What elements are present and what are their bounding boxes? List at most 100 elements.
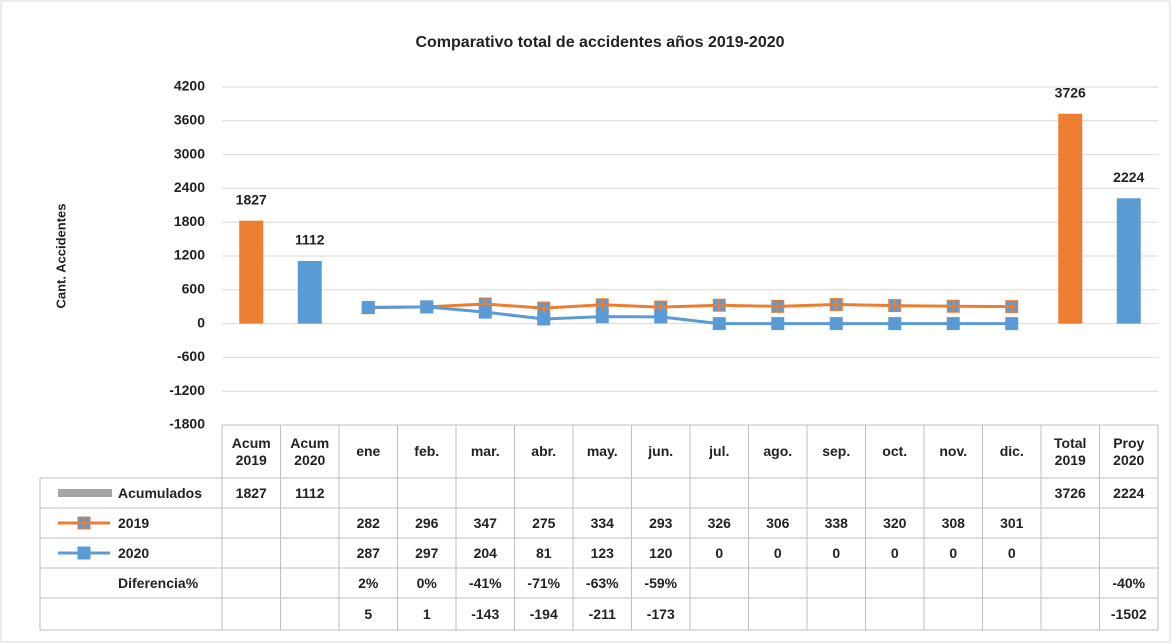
table-value: 326 xyxy=(707,514,731,531)
x-tick-label: ene xyxy=(356,443,381,459)
table-value: 334 xyxy=(590,514,614,531)
legend-key xyxy=(77,516,91,530)
table-value: -40% xyxy=(1112,574,1146,591)
table-value: 1112 xyxy=(294,484,325,501)
table-value: -1502 xyxy=(1110,605,1147,622)
line-marker xyxy=(946,299,960,313)
data-label: 1112 xyxy=(295,232,325,248)
x-tick-label: jul. xyxy=(709,443,730,459)
data-label: 1827 xyxy=(236,191,267,207)
x-tick-label: mar. xyxy=(470,443,500,459)
table-value: 0 xyxy=(832,544,841,561)
table-value: -41% xyxy=(468,574,502,591)
legend-label: 2019 xyxy=(118,514,150,531)
legend-label: Acumulados xyxy=(118,484,203,501)
line-marker xyxy=(1005,300,1019,314)
bar xyxy=(297,260,322,324)
table-value: 81 xyxy=(535,544,552,561)
line-marker xyxy=(888,317,902,331)
line-marker xyxy=(654,310,668,324)
line-marker xyxy=(888,299,902,313)
table-value: -71% xyxy=(527,574,561,591)
series-line xyxy=(368,302,1012,310)
y-tick-label: 3000 xyxy=(174,145,205,161)
table-value: -211 xyxy=(588,605,616,622)
table-value: 120 xyxy=(649,544,673,561)
table-value: 306 xyxy=(766,514,790,531)
y-tick-label: 2400 xyxy=(174,179,205,195)
table-value: 308 xyxy=(941,514,965,531)
x-tick-label: jun. xyxy=(648,443,674,459)
x-tick-label: Acum 2019 xyxy=(231,434,271,468)
table-value: 282 xyxy=(356,514,380,531)
x-tick-label: may. xyxy=(586,443,618,459)
table-value: 0 xyxy=(715,544,724,561)
table-value: 287 xyxy=(356,544,380,561)
y-tick-label: -1200 xyxy=(169,382,205,398)
bar xyxy=(239,220,264,324)
table-value: 293 xyxy=(649,514,673,531)
chart-title: Comparativo total de accidentes años 201… xyxy=(415,34,784,51)
line-marker xyxy=(946,317,960,331)
x-tick-label: oct. xyxy=(882,443,908,459)
table-value: 338 xyxy=(824,514,848,531)
x-tick-label: Total 2019 xyxy=(1054,434,1087,468)
bar xyxy=(1058,113,1083,324)
table-value: 0 xyxy=(1007,544,1016,561)
table-value: 0 xyxy=(890,544,899,561)
y-tick-label: 3600 xyxy=(174,112,205,128)
y-tick-label: 0 xyxy=(197,314,205,330)
table-value: 2224 xyxy=(1113,484,1145,501)
y-tick-label: -1800 xyxy=(169,416,205,432)
y-tick-label: 1200 xyxy=(174,247,205,263)
line-marker xyxy=(537,301,551,315)
line-marker xyxy=(1005,317,1019,331)
x-tick-label: dic. xyxy=(999,443,1024,459)
legend-key xyxy=(58,489,112,497)
table-value: 123 xyxy=(590,544,614,561)
table-value: 0 xyxy=(773,544,782,561)
line-marker xyxy=(537,312,551,326)
x-tick-label: nov. xyxy=(939,443,968,459)
line-marker xyxy=(771,299,785,313)
table-value: -63% xyxy=(585,574,619,591)
y-tick-label: 4200 xyxy=(174,78,205,94)
data-label: 3726 xyxy=(1055,84,1086,100)
x-tick-label: Proy 2020 xyxy=(1113,434,1145,468)
table-value: 0 xyxy=(949,544,958,561)
table-value: 301 xyxy=(1000,514,1024,531)
y-tick-label: 600 xyxy=(182,281,206,297)
table-value: 0% xyxy=(416,574,437,591)
y-axis-title: Cant. Accidentes xyxy=(53,204,68,309)
table-value: -143 xyxy=(471,605,500,622)
table-value: 2% xyxy=(358,574,379,591)
table-value: 275 xyxy=(532,514,556,531)
series-line xyxy=(368,305,1012,326)
table-value: 1 xyxy=(422,605,431,622)
y-tick-label: -600 xyxy=(177,348,205,364)
legend-label: 2020 xyxy=(118,544,150,561)
table-value: 5 xyxy=(364,605,373,622)
table-value: 347 xyxy=(473,514,497,531)
x-tick-label: abr. xyxy=(531,443,557,459)
line-marker xyxy=(712,298,726,312)
table-value: 204 xyxy=(473,544,497,561)
x-tick-label: sep. xyxy=(822,443,851,459)
table-value: -194 xyxy=(529,605,558,622)
legend-label: Diferencia% xyxy=(118,574,199,591)
x-tick-label: feb. xyxy=(414,443,440,459)
line-marker xyxy=(420,300,434,314)
data-label: 2224 xyxy=(1113,169,1144,185)
line-marker xyxy=(654,300,668,314)
table-value: 320 xyxy=(883,514,907,531)
line-marker xyxy=(712,317,726,331)
line-marker xyxy=(478,305,492,319)
line-marker xyxy=(595,298,609,312)
line-marker xyxy=(595,310,609,324)
table-value: 297 xyxy=(415,544,439,561)
table-value: 296 xyxy=(415,514,439,531)
line-marker xyxy=(829,317,843,331)
